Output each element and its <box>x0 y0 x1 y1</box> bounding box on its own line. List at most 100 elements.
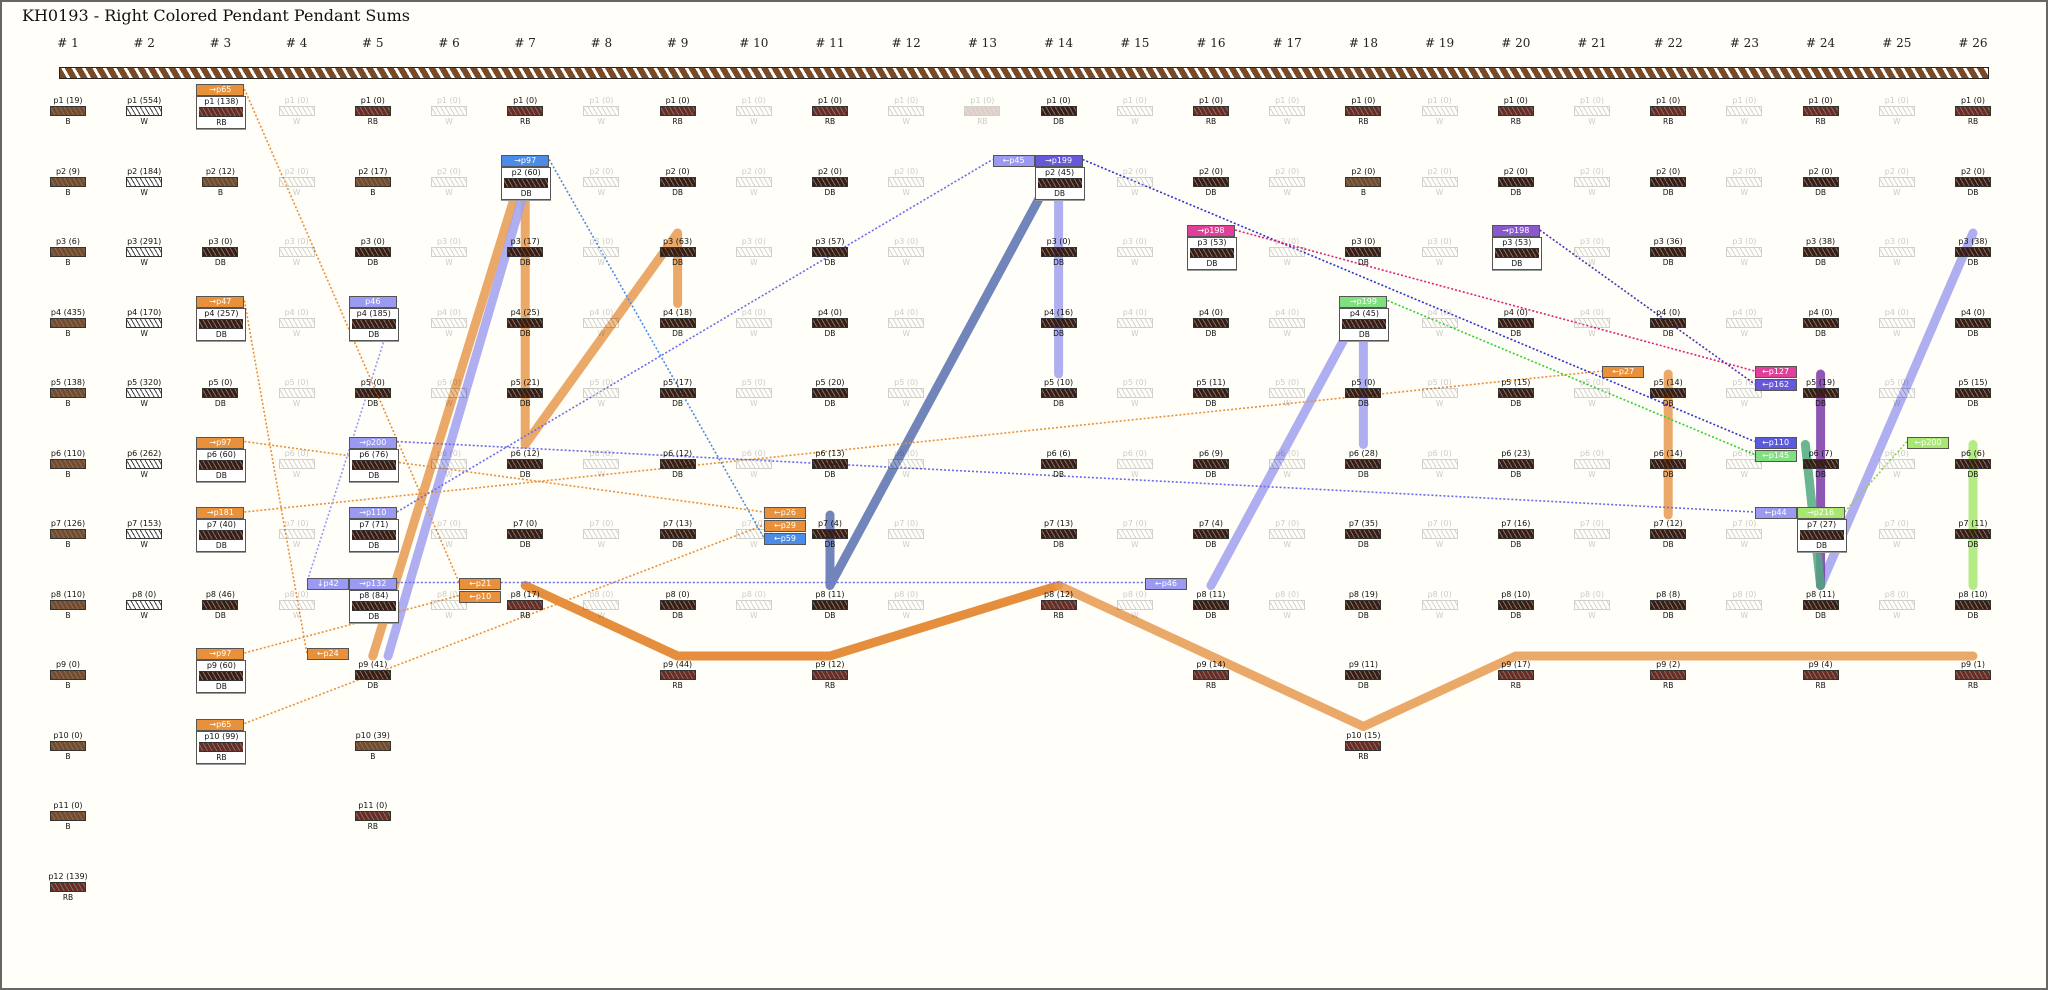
incoming-link-tag[interactable]: ↓p42 <box>306 577 349 590</box>
pendant[interactable]: p6 (23) DB <box>1492 449 1540 480</box>
pendant[interactable]: p5 (14) DB <box>1644 378 1692 409</box>
pendant[interactable]: p3 (53) DB <box>1187 237 1237 270</box>
pendant[interactable]: p6 (6) DB <box>1949 449 1997 480</box>
pendant[interactable]: p5 (320) W <box>120 378 168 409</box>
pendant[interactable]: p2 (0) W <box>882 167 930 198</box>
pendant[interactable]: p4 (16) DB <box>1035 308 1083 339</box>
pendant[interactable]: p3 (38) DB <box>1797 237 1845 268</box>
pendant[interactable]: p11 (0) RB <box>349 801 397 832</box>
pendant[interactable]: p5 (0) DB <box>196 378 244 409</box>
pendant[interactable]: p7 (11) DB <box>1949 519 1997 550</box>
pendant[interactable]: p9 (41) DB <box>349 660 397 691</box>
pendant[interactable]: p1 (0) W <box>1263 96 1311 127</box>
pendant[interactable]: p2 (0) W <box>1263 167 1311 198</box>
pendant[interactable]: p4 (185) DB <box>348 307 399 341</box>
pendant[interactable]: p9 (0) B <box>44 660 92 691</box>
pendant[interactable]: p4 (45) DB <box>1339 307 1390 341</box>
pendant[interactable]: p3 (0) W <box>1568 237 1616 268</box>
pendant[interactable]: p7 (27) DB <box>1796 519 1847 552</box>
pendant[interactable]: p7 (40) DB <box>196 519 247 552</box>
pendant[interactable]: p5 (0) W <box>882 378 930 409</box>
pendant[interactable]: p9 (12) RB <box>806 660 854 691</box>
pendant[interactable]: p8 (0) W <box>882 590 930 621</box>
pendant[interactable]: p6 (110) B <box>44 449 92 480</box>
pendant[interactable]: p6 (0) W <box>1720 449 1768 480</box>
pendant[interactable]: p7 (0) W <box>1720 519 1768 550</box>
pendant[interactable]: p6 (0) W <box>730 449 778 480</box>
pendant[interactable]: p8 (0) W <box>1416 590 1464 621</box>
pendant[interactable]: p4 (0) DB <box>1644 308 1692 339</box>
pendant[interactable]: p8 (46) DB <box>196 590 244 621</box>
pendant[interactable]: p3 (291) W <box>120 237 168 268</box>
outgoing-link-tag[interactable]: →p47 <box>196 295 245 308</box>
incoming-link-tag[interactable]: ←p46 <box>1145 577 1187 590</box>
pendant[interactable]: p5 (0) W <box>425 378 473 409</box>
pendant[interactable]: p6 (0) W <box>1873 449 1921 480</box>
pendant[interactable]: p5 (17) DB <box>654 378 702 409</box>
pendant[interactable]: p9 (4) RB <box>1797 660 1845 691</box>
pendant[interactable]: p3 (17) DB <box>501 237 549 268</box>
pendant[interactable]: p1 (0) RB <box>501 96 549 127</box>
pendant[interactable]: p7 (0) W <box>1568 519 1616 550</box>
pendant[interactable]: p4 (0) W <box>1873 308 1921 339</box>
pendant[interactable]: p7 (4) DB <box>1187 519 1235 550</box>
incoming-link-tag[interactable]: ←p110 <box>1754 436 1797 449</box>
pendant[interactable]: p2 (0) W <box>273 167 321 198</box>
pendant[interactable]: p5 (0) W <box>1263 378 1311 409</box>
pendant[interactable]: p7 (0) W <box>1263 519 1311 550</box>
pendant[interactable]: p2 (0) DB <box>1187 167 1235 198</box>
pendant[interactable]: p2 (12) B <box>196 167 244 198</box>
pendant[interactable]: p1 (0) W <box>730 96 778 127</box>
pendant[interactable]: p3 (0) W <box>577 237 625 268</box>
pendant[interactable]: p8 (10) DB <box>1492 590 1540 621</box>
pendant[interactable]: p8 (0) W <box>1873 590 1921 621</box>
pendant[interactable]: p1 (0) W <box>1720 96 1768 127</box>
pendant[interactable]: p3 (0) W <box>425 237 473 268</box>
incoming-link-tag[interactable]: ←p127 <box>1754 366 1797 378</box>
pendant[interactable]: p6 (0) W <box>1416 449 1464 480</box>
pendant[interactable]: p3 (0) W <box>882 237 930 268</box>
incoming-link-tag[interactable]: ←p29 <box>764 520 806 532</box>
pendant[interactable]: p1 (0) RB <box>806 96 854 127</box>
pendant[interactable]: p6 (14) DB <box>1644 449 1692 480</box>
pendant[interactable]: p8 (8) DB <box>1644 590 1692 621</box>
pendant[interactable]: p7 (13) DB <box>1035 519 1083 550</box>
pendant[interactable]: p7 (0) W <box>882 519 930 550</box>
pendant[interactable]: p1 (0) RB <box>654 96 702 127</box>
pendant[interactable]: p2 (0) W <box>730 167 778 198</box>
pendant[interactable]: p2 (0) DB <box>1644 167 1692 198</box>
pendant[interactable]: p6 (0) W <box>1568 449 1616 480</box>
pendant[interactable]: p7 (0) W <box>425 519 473 550</box>
pendant[interactable]: p10 (39) B <box>349 731 397 762</box>
pendant[interactable]: p8 (0) W <box>730 590 778 621</box>
pendant[interactable]: p6 (13) DB <box>806 449 854 480</box>
pendant[interactable]: p5 (138) B <box>44 378 92 409</box>
pendant[interactable]: p6 (0) W <box>577 449 625 480</box>
pendant[interactable]: p8 (10) DB <box>1949 590 1997 621</box>
pendant[interactable]: p2 (45) DB <box>1034 166 1085 200</box>
pendant[interactable]: p7 (0) W <box>1873 519 1921 550</box>
pendant[interactable]: p6 (6) DB <box>1035 449 1083 480</box>
pendant[interactable]: p5 (19) DB <box>1797 378 1845 409</box>
pendant[interactable]: p1 (0) W <box>425 96 473 127</box>
pendant[interactable]: p3 (0) DB <box>349 237 397 268</box>
outgoing-link-tag[interactable]: →p97 <box>501 154 550 167</box>
pendant[interactable]: p12 (139) RB <box>44 872 92 903</box>
pendant[interactable]: p7 (0) W <box>1111 519 1159 550</box>
pendant[interactable]: p5 (0) W <box>1568 378 1616 409</box>
pendant[interactable]: p9 (2) RB <box>1644 660 1692 691</box>
incoming-link-tag[interactable]: ←p24 <box>306 648 349 660</box>
pendant[interactable]: p5 (0) W <box>1873 378 1921 409</box>
pendant[interactable]: p10 (99) RB <box>196 730 247 764</box>
pendant[interactable]: p3 (0) W <box>1416 237 1464 268</box>
pendant[interactable]: p2 (0) W <box>577 167 625 198</box>
pendant[interactable]: p7 (126) B <box>44 519 92 550</box>
outgoing-link-tag[interactable]: →p97 <box>196 648 245 660</box>
pendant[interactable]: p6 (262) W <box>120 449 168 480</box>
pendant[interactable]: p2 (0) DB <box>654 167 702 198</box>
pendant[interactable]: p7 (153) W <box>120 519 168 550</box>
pendant[interactable]: p7 (0) DB <box>501 519 549 550</box>
pendant[interactable]: p4 (0) W <box>1111 308 1159 339</box>
pendant[interactable]: p2 (0) W <box>1568 167 1616 198</box>
pendant[interactable]: p3 (57) DB <box>806 237 854 268</box>
